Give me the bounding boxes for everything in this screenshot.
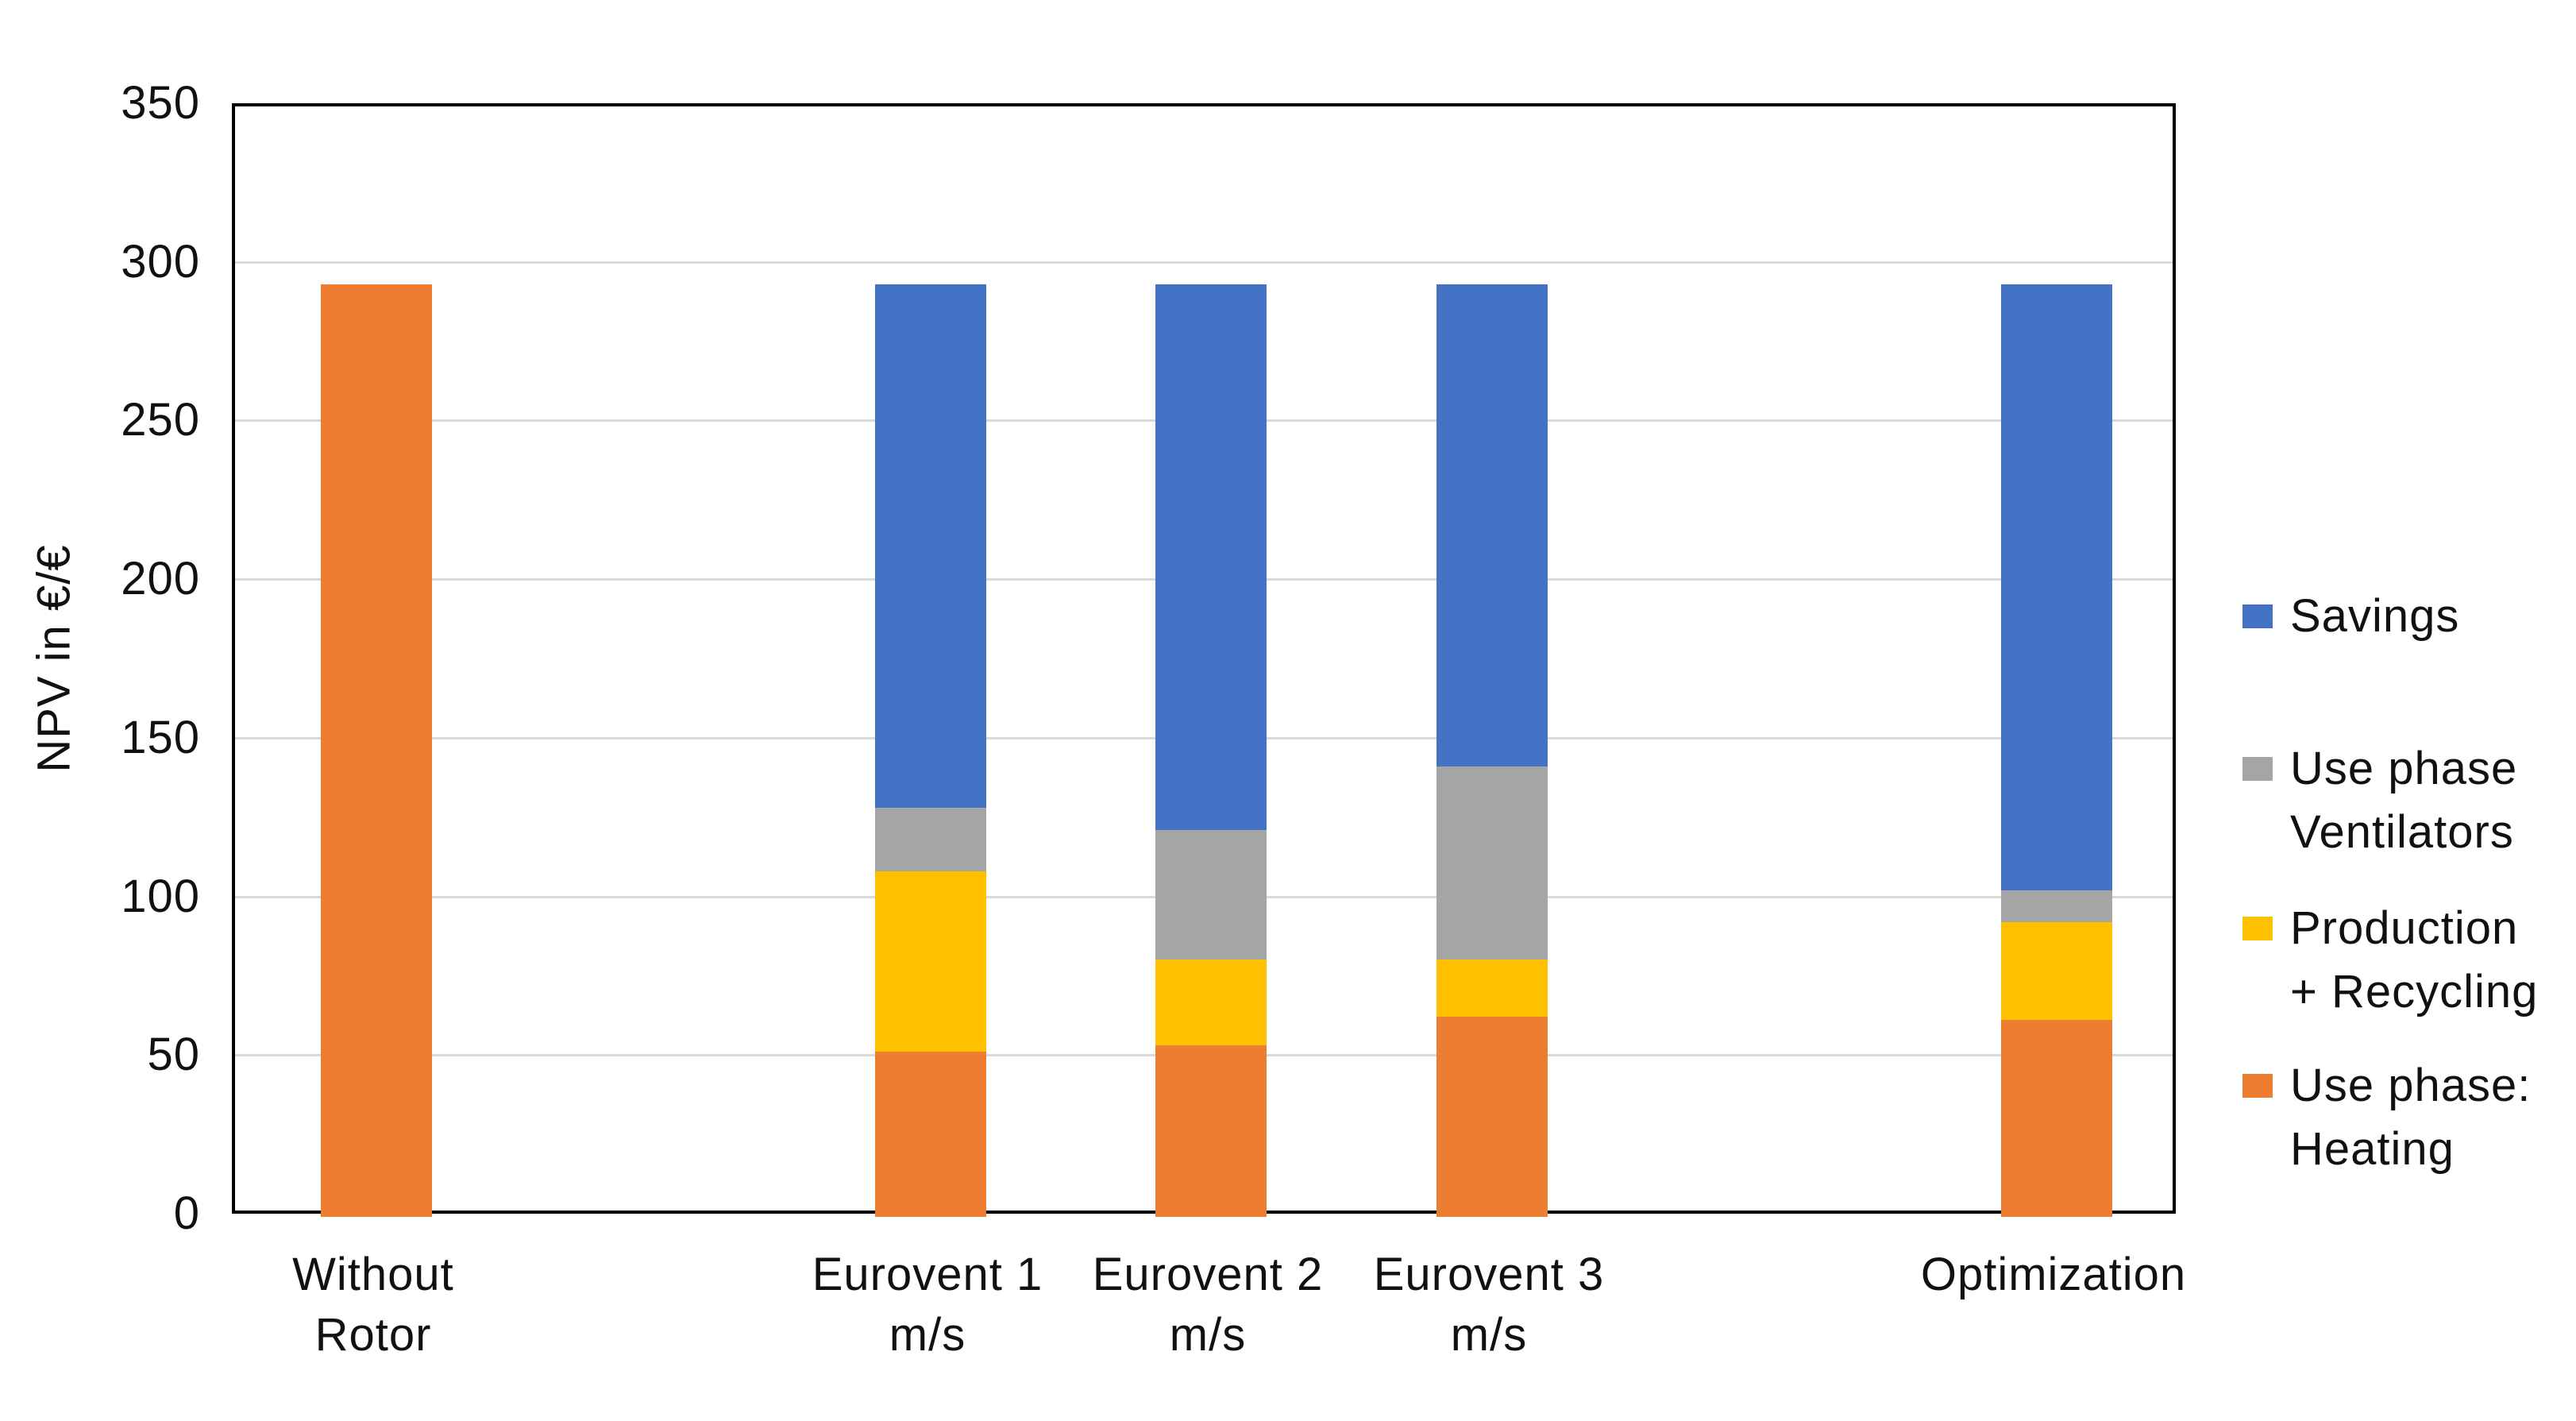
bar-segment-eurovent-3-m-s-use-phase-ventilators	[1436, 766, 1548, 960]
x-axis-label-eurovent-1-m-s: Eurovent 1 m/s	[761, 1245, 1094, 1365]
legend-swatch-use-phase-ventilators	[2242, 757, 2273, 781]
legend-label-line: + Recycling	[2290, 966, 2539, 1017]
legend-swatch-use-phase-heating	[2242, 1074, 2273, 1098]
bar-segment-optimization-use-phase-heating	[2001, 1020, 2112, 1217]
x-axis-label-line: Eurovent 3	[1373, 1249, 1605, 1300]
y-tick-label-300: 300	[121, 235, 200, 288]
legend-label-production-recycling: Production + Recycling	[2290, 897, 2538, 1024]
bar-segment-without-rotor-use-phase-heating	[321, 284, 432, 1217]
x-axis-label-line: Rotor	[314, 1309, 432, 1361]
legend-label-use-phase-heating: Use phase: Heating	[2290, 1054, 2531, 1181]
legend-label-line: Savings	[2290, 590, 2460, 642]
bar-segment-eurovent-1-m-s-savings	[875, 284, 986, 808]
x-axis-label-line: m/s	[1450, 1309, 1528, 1361]
bar-segment-eurovent-3-m-s-use-phase-heating	[1436, 1017, 1548, 1217]
bar-segment-optimization-savings	[2001, 284, 2112, 890]
x-axis-label-line: Eurovent 1	[812, 1249, 1043, 1300]
bar-segment-eurovent-2-m-s-use-phase-ventilators	[1155, 829, 1267, 960]
x-axis-label-line: Eurovent 2	[1092, 1249, 1324, 1300]
bar-segment-eurovent-2-m-s-use-phase-heating	[1155, 1045, 1267, 1217]
legend-label-use-phase-ventilators: Use phase Ventilators	[2290, 737, 2517, 864]
bar-segment-optimization-production-recycling	[2001, 921, 2112, 1021]
x-axis-label-eurovent-2-m-s: Eurovent 2 m/s	[1041, 1245, 1375, 1365]
bar-segment-eurovent-1-m-s-production-recycling	[875, 871, 986, 1052]
legend-label-line: Heating	[2290, 1123, 2455, 1175]
bar-segment-eurovent-2-m-s-production-recycling	[1155, 960, 1267, 1046]
x-axis-label-line: m/s	[889, 1309, 966, 1361]
bar-segment-eurovent-1-m-s-use-phase-heating	[875, 1052, 986, 1217]
y-tick-label-350: 350	[121, 77, 200, 129]
legend-label-line: Production	[2290, 902, 2519, 954]
x-axis-label-line: Optimization	[1920, 1249, 2187, 1300]
y-tick-label-0: 0	[173, 1187, 200, 1239]
plot-area	[232, 103, 2176, 1217]
y-tick-label-50: 50	[147, 1029, 200, 1081]
x-axis-label-without-rotor: Without Rotor	[206, 1245, 540, 1365]
bar-segment-eurovent-3-m-s-savings	[1436, 284, 1548, 766]
y-tick-label-100: 100	[121, 870, 200, 922]
y-tick-label-150: 150	[121, 711, 200, 763]
y-tick-label-250: 250	[121, 394, 200, 446]
bar-segment-eurovent-2-m-s-savings	[1155, 284, 1267, 830]
legend-swatch-production-recycling	[2242, 917, 2273, 940]
x-axis-label-optimization: Optimization	[1887, 1245, 2220, 1305]
legend-label-line: Use phase:	[2290, 1060, 2532, 1111]
legend-label-line: Ventilators	[2290, 806, 2514, 858]
legend-label-line: Use phase	[2290, 743, 2518, 794]
bar-segment-eurovent-3-m-s-production-recycling	[1436, 960, 1548, 1017]
legend-label-savings: Savings	[2290, 585, 2459, 648]
bar-segment-optimization-use-phase-ventilators	[2001, 890, 2112, 922]
bar-segment-eurovent-1-m-s-use-phase-ventilators	[875, 807, 986, 871]
x-axis-label-line: m/s	[1169, 1309, 1247, 1361]
gridline-300	[235, 261, 2173, 264]
x-axis-label-eurovent-3-m-s: Eurovent 3 m/s	[1322, 1245, 1656, 1365]
x-axis-label-line: Without	[292, 1249, 454, 1300]
y-tick-label-200: 200	[121, 553, 200, 605]
legend-swatch-savings	[2242, 604, 2273, 628]
